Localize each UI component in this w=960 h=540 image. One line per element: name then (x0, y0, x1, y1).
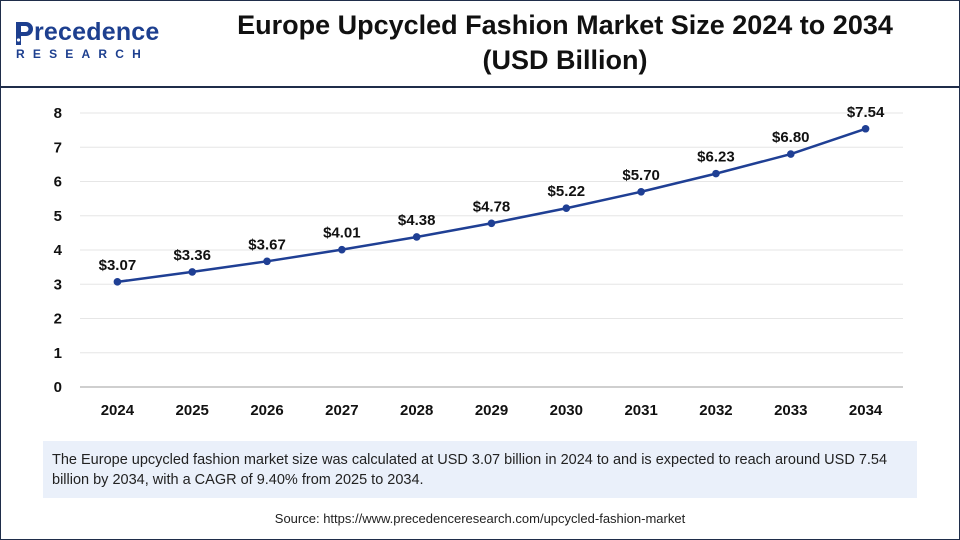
x-tick-label: 2032 (699, 402, 732, 419)
data-point (412, 233, 421, 241)
data-point (637, 187, 645, 196)
data-label: $4.01 (323, 225, 361, 242)
data-label: $4.38 (398, 212, 436, 229)
source-note: Source: https://www.precedenceresearch.c… (274, 511, 686, 526)
data-point (338, 245, 346, 254)
data-point (113, 278, 122, 286)
data-label: $7.54 (847, 104, 885, 121)
data-point (263, 257, 271, 266)
data-label: $5.22 (548, 183, 586, 200)
x-tick-label: 2030 (550, 402, 583, 419)
header: recedence RESEARCH Europe Upcycled Fashi… (0, 0, 960, 88)
x-tick-label: 2034 (849, 402, 883, 419)
logo-p-icon (16, 22, 33, 45)
y-tick-label: 0 (54, 379, 62, 396)
data-label: $6.80 (772, 129, 810, 146)
y-tick-label: 4 (54, 242, 63, 259)
x-tick-label: 2031 (624, 402, 657, 419)
data-label: $3.36 (173, 247, 211, 264)
data-label: $4.78 (473, 198, 511, 215)
data-point (861, 124, 870, 133)
data-point (786, 150, 795, 158)
x-tick-label: 2028 (400, 402, 433, 419)
line-chart: 0 1 2 3 4 5 6 7 8 2024 2025 2026 2027 2028 2029 2030 203… (54, 104, 903, 419)
y-tick-label: 5 (54, 208, 62, 225)
x-tick-label: 2025 (176, 402, 209, 419)
chart-title-line1: Europe Upcycled Fashion Market Size 2024… (237, 10, 893, 40)
x-tick-label: 2027 (325, 402, 358, 419)
x-tick-label: 2033 (774, 402, 807, 419)
chart-title-line2: (USD Billion) (482, 45, 648, 75)
logo-tagline: RESEARCH (16, 47, 149, 61)
y-tick-label: 6 (54, 174, 62, 191)
y-tick-label: 1 (54, 345, 62, 362)
x-tick-label: 2029 (475, 402, 508, 419)
y-tick-label: 3 (54, 276, 62, 293)
precedence-research-logo: recedence RESEARCH (14, 18, 164, 66)
data-label: $6.23 (697, 149, 735, 166)
x-tick-label: 2026 (250, 402, 283, 419)
summary-box: The Europe upcycled fashion market size … (43, 441, 917, 498)
data-point (562, 204, 571, 213)
logo-wordmark: recedence (34, 18, 160, 46)
x-tick-label: 2024 (101, 402, 135, 419)
data-label: $5.70 (622, 167, 660, 184)
data-label: $3.67 (248, 236, 286, 253)
y-tick-label: 7 (54, 139, 62, 156)
data-point (712, 169, 720, 178)
data-label: $3.07 (99, 257, 137, 274)
chart-title: Europe Upcycled Fashion Market Size 2024… (180, 8, 950, 78)
summary-text: The Europe upcycled fashion market size … (52, 452, 888, 488)
data-point (188, 268, 197, 276)
y-tick-label: 2 (54, 311, 62, 328)
y-tick-label: 8 (54, 105, 62, 122)
data-point (487, 219, 496, 228)
